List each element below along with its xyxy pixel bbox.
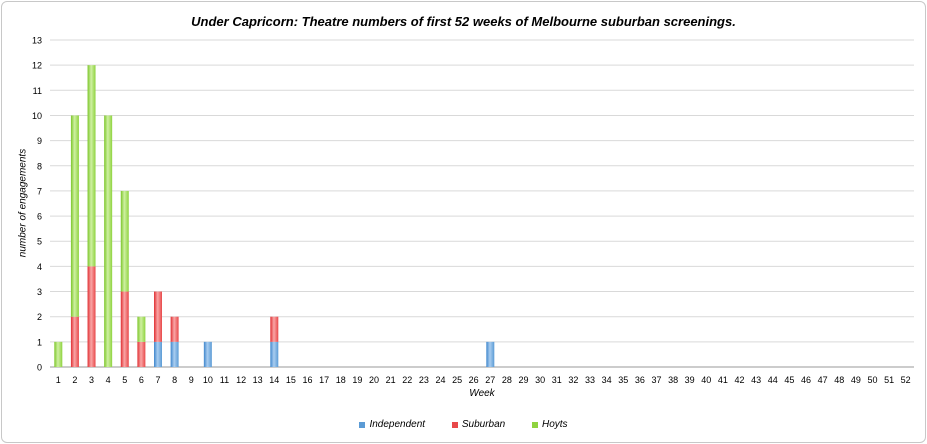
legend-label-hoyts: Hoyts: [542, 419, 568, 430]
x-tick-label: 46: [801, 375, 811, 385]
x-tick-label: 1: [56, 375, 61, 385]
x-tick-label: 24: [435, 375, 445, 385]
x-tick-label: 9: [189, 375, 194, 385]
x-tick-label: 31: [552, 375, 562, 385]
bar-hoyts-week-3: [87, 65, 96, 267]
y-tick-label: 4: [37, 262, 42, 272]
x-tick-label: 7: [155, 375, 160, 385]
bar-independent-week-14: [270, 341, 279, 367]
x-tick-label: 50: [867, 375, 877, 385]
bar-independent-week-27: [486, 341, 495, 367]
x-tick-label: 21: [386, 375, 396, 385]
x-tick-label: 47: [818, 375, 828, 385]
y-tick-label: 3: [37, 287, 42, 297]
bar-hoyts-week-2: [70, 115, 79, 317]
y-tick-label: 1: [37, 337, 42, 347]
x-tick-label: 17: [319, 375, 329, 385]
x-tick-label: 40: [701, 375, 711, 385]
x-tick-label: 6: [139, 375, 144, 385]
bar-suburban-week-14: [270, 316, 279, 342]
chart-title: Under Capricorn: Theatre numbers of firs…: [191, 14, 736, 29]
x-tick-label: 51: [884, 375, 894, 385]
x-tick-label: 4: [106, 375, 111, 385]
x-tick-label: 35: [618, 375, 628, 385]
x-tick-label: 13: [253, 375, 263, 385]
y-tick-label: 10: [32, 111, 42, 121]
legend-swatch-hoyts: [532, 421, 538, 428]
y-tick-label: 0: [37, 363, 42, 373]
bar-suburban-week-5: [120, 291, 129, 367]
x-tick-label: 42: [735, 375, 745, 385]
legend-swatch-suburban: [451, 421, 458, 428]
x-tick-label: 37: [651, 375, 661, 385]
bar-suburban-week-8: [170, 316, 179, 342]
x-tick-label: 45: [784, 375, 794, 385]
x-tick-label: 18: [336, 375, 346, 385]
x-axis-label: Week: [469, 388, 495, 399]
x-tick-label: 52: [901, 375, 911, 385]
bar-suburban-week-2: [70, 316, 79, 367]
x-tick-label: 34: [602, 375, 612, 385]
x-tick-label: 26: [469, 375, 479, 385]
bar-hoyts-week-6: [137, 316, 146, 342]
y-tick-label: 9: [37, 136, 42, 146]
x-tick-label: 44: [768, 375, 778, 385]
bar-independent-week-10: [203, 341, 212, 367]
x-tick-label: 10: [203, 375, 213, 385]
x-tick-label: 15: [286, 375, 296, 385]
legend-label-suburban: Suburban: [461, 419, 506, 430]
x-tick-label: 20: [369, 375, 379, 385]
bar-independent-week-7: [154, 341, 162, 367]
bar-independent-week-8: [170, 341, 179, 367]
x-tick-label: 36: [635, 375, 645, 385]
y-tick-label: 2: [37, 312, 42, 322]
y-tick-label: 8: [37, 161, 42, 171]
legend-item-suburban: Suburban: [451, 419, 506, 430]
bar-suburban-week-6: [137, 341, 146, 367]
x-tick-label: 33: [585, 375, 595, 385]
y-tick-label: 12: [32, 61, 42, 71]
x-tick-label: 12: [236, 375, 246, 385]
x-tick-label: 23: [419, 375, 429, 385]
x-tick-label: 8: [172, 375, 177, 385]
x-tick-label: 43: [751, 375, 761, 385]
bar-hoyts-week-1: [54, 341, 63, 367]
y-tick-label: 11: [33, 86, 42, 96]
x-tick-label: 41: [718, 375, 728, 385]
y-tick-label: 5: [37, 237, 42, 247]
bar-suburban-week-3: [87, 266, 96, 367]
legend: Independent Suburban Hoyts: [0, 419, 927, 431]
x-tick-label: 39: [685, 375, 695, 385]
y-tick-label: 13: [32, 36, 42, 46]
y-tick-label: 6: [37, 212, 42, 222]
x-tick-label: 27: [485, 375, 495, 385]
bar-hoyts-week-4: [104, 115, 113, 367]
x-tick-label: 49: [851, 375, 861, 385]
x-tick-label: 19: [352, 375, 362, 385]
bar-suburban-week-7: [154, 291, 162, 342]
x-tick-label: 32: [568, 375, 578, 385]
x-tick-label: 25: [452, 375, 462, 385]
legend-item-hoyts: Hoyts: [532, 419, 568, 430]
legend-item-independent: Independent: [359, 419, 425, 430]
x-tick-label: 30: [535, 375, 545, 385]
x-tick-label: 22: [402, 375, 412, 385]
legend-label-independent: Independent: [369, 419, 426, 430]
x-tick-label: 11: [220, 375, 229, 385]
x-tick-label: 14: [269, 375, 279, 385]
x-tick-label: 5: [122, 375, 127, 385]
x-tick-label: 38: [668, 375, 678, 385]
y-tick-label: 7: [37, 186, 42, 196]
x-tick-label: 3: [89, 375, 94, 385]
legend-swatch-independent: [359, 421, 366, 428]
x-tick-label: 48: [834, 375, 844, 385]
x-tick-label: 28: [502, 375, 512, 385]
bar-hoyts-week-5: [120, 190, 129, 292]
x-tick-label: 29: [519, 375, 529, 385]
x-tick-label: 2: [72, 375, 77, 385]
x-tick-label: 16: [303, 375, 313, 385]
